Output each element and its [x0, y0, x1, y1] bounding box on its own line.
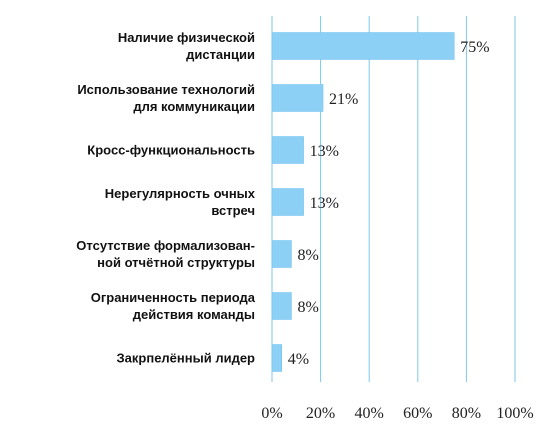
category-label: Кросс-функциональность [87, 143, 255, 158]
x-tick-label: 100% [496, 405, 533, 422]
data-label: 75% [460, 39, 489, 56]
category-label: встреч [211, 203, 255, 218]
category-label: Ограниченность периода [91, 290, 256, 305]
bar [271, 292, 292, 320]
data-label: 8% [297, 247, 318, 264]
category-label: Использование технологий [77, 82, 255, 97]
category-label: действия команды [133, 307, 255, 322]
category-label: дистанции [186, 47, 255, 62]
data-label: 8% [297, 299, 318, 316]
x-tick-label: 40% [355, 405, 384, 422]
bar [271, 240, 292, 268]
data-label: 13% [310, 195, 339, 212]
data-label: 13% [310, 143, 339, 160]
x-tick-label: 0% [261, 405, 282, 422]
bar [271, 32, 455, 60]
category-label: Отсутствие формализован- [76, 238, 255, 253]
data-label: 21% [329, 91, 358, 108]
data-label: 4% [288, 351, 309, 368]
bar [271, 188, 304, 216]
category-label: для коммуникации [133, 99, 255, 114]
x-tick-label: 60% [403, 405, 432, 422]
category-label: Наличие физической [118, 30, 255, 45]
x-tick-label: 80% [452, 405, 481, 422]
bar [271, 136, 304, 164]
bar [271, 84, 324, 112]
category-label: ной отчётной структуры [97, 255, 255, 270]
category-label: Нерегулярность очных [105, 186, 256, 201]
bar [271, 344, 282, 372]
x-tick-label: 20% [306, 405, 335, 422]
category-label: Закрпелённый лидер [117, 351, 256, 366]
